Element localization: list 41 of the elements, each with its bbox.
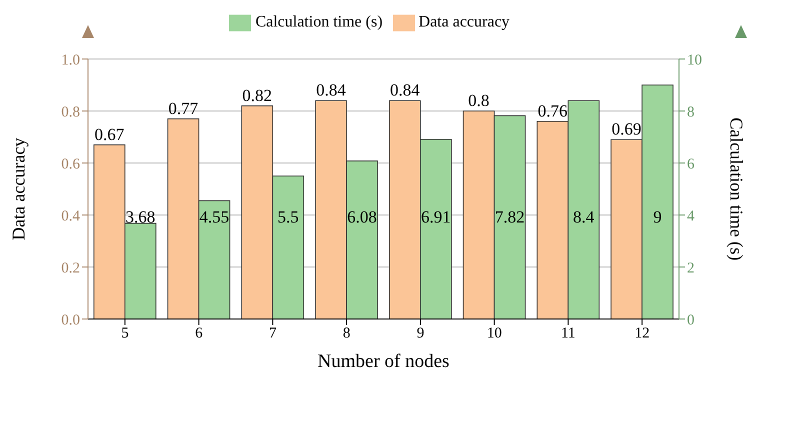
x-tick-label: 12 — [634, 326, 650, 342]
x-tick-label: 7 — [268, 326, 277, 342]
y-tick-label: 0.4 — [61, 208, 80, 224]
data-label: 0.84 — [390, 80, 420, 100]
data-label: 0.67 — [94, 124, 125, 144]
x-tick-label: 8 — [342, 326, 350, 342]
x-tick-label: 5 — [121, 326, 129, 342]
y2-tick-label: 6 — [687, 156, 695, 172]
x-tick-label: 6 — [195, 326, 204, 342]
y2-tick-label: 0 — [687, 312, 694, 328]
data-label: 0.8 — [468, 91, 490, 110]
data-label: 0.84 — [316, 80, 346, 100]
y2-tick-label: 2 — [687, 260, 694, 276]
x-tick-label: 11 — [560, 326, 576, 342]
x-tick-label: 10 — [486, 326, 502, 342]
x-tick-label: 9 — [416, 326, 424, 342]
data-label: 0.76 — [538, 101, 568, 120]
data-label: 7.82 — [494, 207, 525, 226]
data-label: 4.55 — [199, 207, 230, 226]
data-label: 5.5 — [278, 207, 299, 226]
legend-label: Data accuracy — [418, 14, 510, 31]
y2-tick-label: 8 — [687, 104, 694, 120]
data-label: 0.69 — [612, 120, 642, 139]
y-tick-label: 0.8 — [61, 104, 80, 120]
x-axis-title: Number of nodes — [318, 351, 450, 372]
data-label: 8.4 — [573, 207, 595, 226]
legend-label: Calculation time (s) — [255, 14, 383, 31]
data-label: 0.77 — [168, 98, 199, 118]
y-tick-label: 0.6 — [61, 156, 80, 172]
y-tick-label: 1.0 — [61, 52, 80, 68]
y2-tick-label: 4 — [687, 208, 695, 224]
y2-tick-label: 10 — [687, 52, 702, 68]
y2-axis-title: Calculation time (s) — [726, 118, 747, 260]
y-axis-title: Data accuracy — [8, 138, 28, 240]
data-label: 3.68 — [126, 207, 156, 226]
data-label: 9 — [653, 207, 662, 226]
data-label: 6.91 — [421, 207, 451, 226]
data-label: 6.08 — [347, 207, 377, 226]
y-tick-label: 0.2 — [61, 260, 80, 276]
y-tick-label: 0.0 — [61, 312, 80, 328]
data-label: 0.82 — [242, 86, 272, 105]
